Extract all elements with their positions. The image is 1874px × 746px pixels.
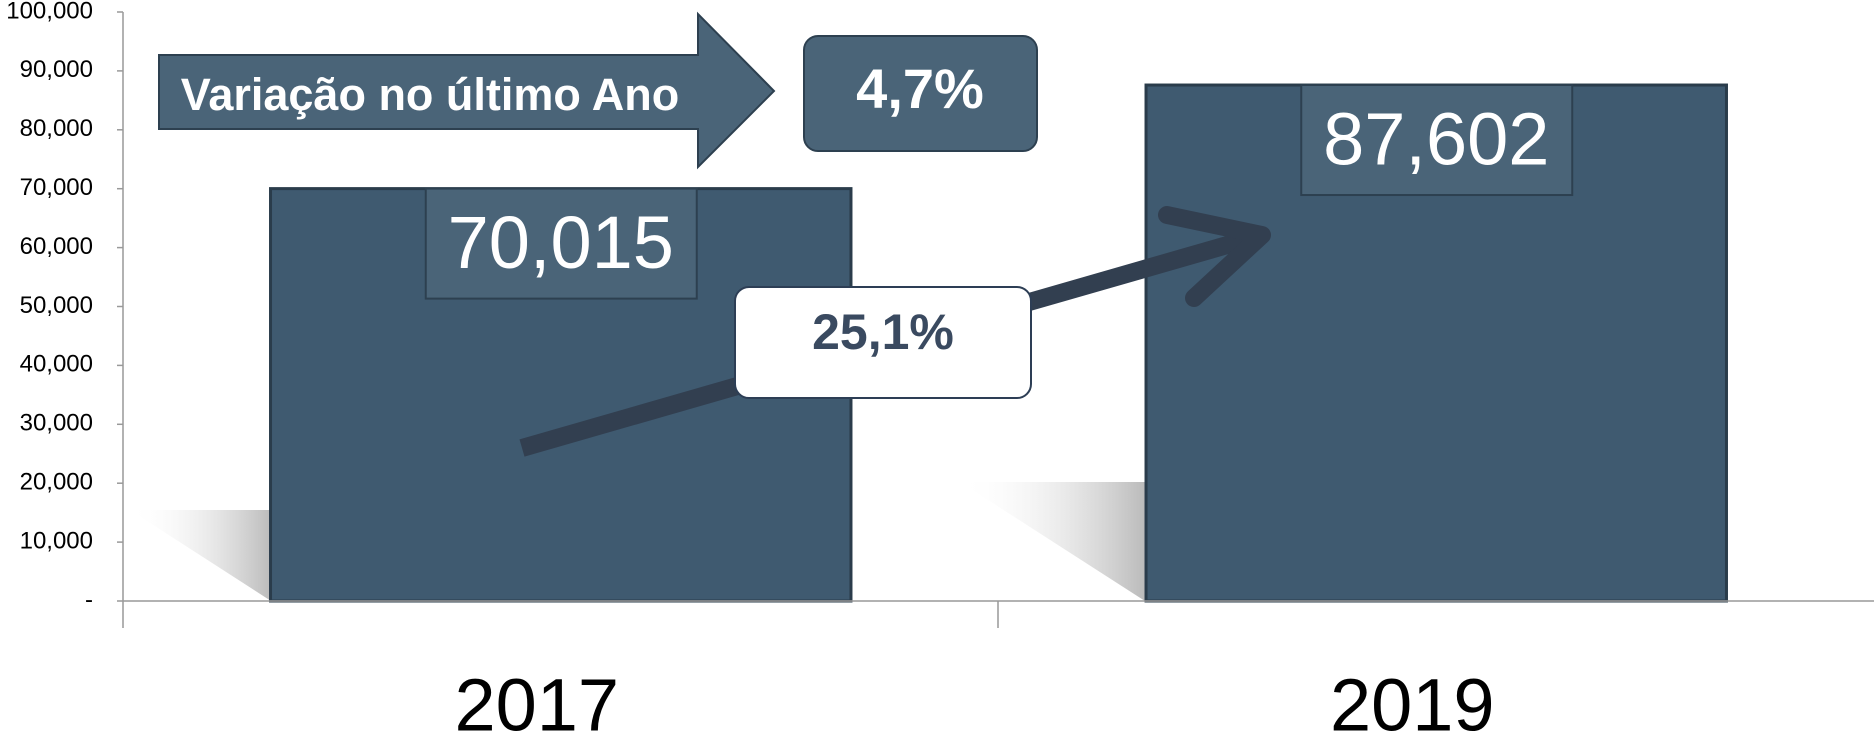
y-tick-label: 90,000 [20,56,93,83]
y-tick-label: 70,000 [20,174,93,201]
y-tick-label: 20,000 [20,469,93,496]
variation-label: 4,7% [856,57,984,120]
growth-box [734,286,1032,399]
y-tick-label: - [85,586,93,613]
value-label-box [1300,84,1574,197]
y-tick-label: 10,000 [20,527,93,554]
y-tick-label: 60,000 [20,233,93,260]
x-tick-label: 2019 [1330,664,1495,746]
y-tick-label: 40,000 [20,351,93,378]
variation-box [803,35,1038,152]
x-tick-label: 2017 [454,664,619,746]
value-label: 70,015 [448,201,674,284]
bar-shadow [960,482,1145,601]
header-label: Variação no último Ano [181,69,679,120]
growth-label: 25,1% [812,304,954,360]
y-tick-label: 30,000 [20,410,93,437]
y-tick-label: 100,000 [6,0,93,24]
value-label: 87,602 [1323,98,1549,181]
value-label-box [424,187,698,300]
bar-shadow [130,510,271,601]
y-tick-label: 80,000 [20,115,93,142]
y-tick-label: 50,000 [20,292,93,319]
header-arrow [158,11,776,170]
